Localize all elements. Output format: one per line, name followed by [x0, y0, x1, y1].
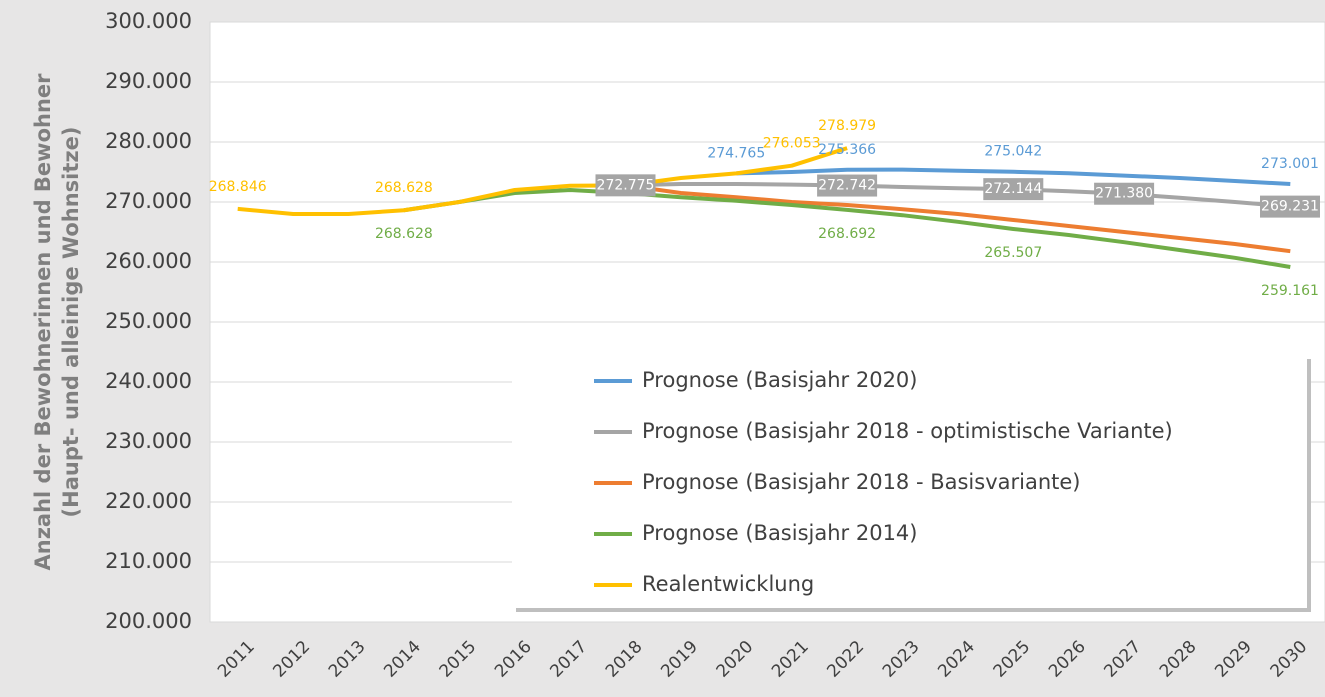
y-tick-label: 210.000: [105, 549, 192, 573]
data-label: 272.742: [818, 178, 876, 194]
x-tick-label: 2015: [436, 637, 481, 682]
x-tick-label: 2013: [325, 637, 370, 682]
data-label-box: [983, 178, 1044, 201]
data-label-box: [1260, 195, 1320, 218]
legend-label: Prognose (Basisjahr 2020): [642, 368, 917, 392]
series-line: [625, 183, 1291, 254]
y-axis-label: Anzahl der Bewohnerinnen und Bewohner: [31, 73, 55, 571]
x-tick-label: 2018: [602, 637, 647, 682]
y-tick-label: 220.000: [105, 489, 192, 513]
y-tick-label: 260.000: [105, 249, 192, 273]
series-line: [625, 182, 1291, 209]
series-line: [403, 188, 1291, 270]
y-tick-label: 300.000: [105, 9, 192, 33]
data-label: 259.161: [1261, 283, 1319, 299]
data-label-box: [1094, 182, 1155, 205]
data-label: 271.380: [1095, 186, 1153, 202]
y-tick-label: 270.000: [105, 189, 192, 213]
x-tick-label: 2011: [214, 637, 259, 682]
data-label: 268.692: [818, 226, 876, 242]
y-tick-label: 290.000: [105, 69, 192, 93]
data-label: 273.001: [1261, 156, 1319, 172]
data-label: 278.979: [818, 118, 876, 134]
x-tick-label: 2023: [879, 637, 924, 682]
x-tick-label: 2016: [491, 637, 536, 682]
x-tick-label: 2017: [546, 637, 591, 682]
data-label: 274.765: [707, 145, 765, 161]
data-label: 275.366: [818, 142, 876, 158]
y-tick-label: 240.000: [105, 369, 192, 393]
data-label: 269.231: [1261, 199, 1319, 215]
data-label-box: [595, 174, 656, 197]
x-tick-label: 2020: [713, 637, 758, 682]
y-tick-label: 230.000: [105, 429, 192, 453]
x-tick-label: 2021: [768, 637, 813, 682]
x-tick-label: 2014: [380, 637, 425, 682]
x-tick-label: 2024: [934, 637, 979, 682]
data-label: 276.053: [763, 136, 821, 152]
data-label: 268.628: [375, 180, 433, 196]
y-tick-label: 280.000: [105, 129, 192, 153]
x-tick-label: 2012: [269, 637, 314, 682]
legend-label: Realentwicklung: [642, 572, 814, 596]
data-label: 268.846: [209, 179, 267, 195]
data-label: 265.507: [984, 245, 1042, 261]
x-tick-label: 2022: [823, 637, 868, 682]
series-line: [237, 146, 848, 216]
data-label: 268.628: [375, 226, 433, 242]
legend: [512, 355, 1307, 608]
legend-label: Prognose (Basisjahr 2018 - optimistische…: [642, 419, 1173, 443]
x-tick-label: 2029: [1211, 637, 1256, 682]
data-label: 272.144: [984, 181, 1042, 197]
y-tick-label: 250.000: [105, 309, 192, 333]
legend-label: Prognose (Basisjahr 2014): [642, 521, 917, 545]
x-tick-label: 2019: [657, 637, 702, 682]
x-tick-label: 2027: [1100, 637, 1145, 682]
y-axis-label: (Haupt- und alleinige Wohnsitze): [59, 127, 83, 518]
data-label: 272.775: [597, 177, 655, 193]
data-label: 275.042: [984, 144, 1042, 160]
x-tick-label: 2026: [1045, 637, 1090, 682]
x-tick-label: 2025: [990, 637, 1035, 682]
data-label-box: [817, 174, 878, 197]
legend-label: Prognose (Basisjahr 2018 - Basisvariante…: [642, 470, 1081, 494]
x-tick-label: 2030: [1267, 637, 1312, 682]
y-tick-label: 200.000: [105, 609, 192, 633]
x-tick-label: 2028: [1156, 637, 1201, 682]
series-line: [736, 167, 1291, 186]
